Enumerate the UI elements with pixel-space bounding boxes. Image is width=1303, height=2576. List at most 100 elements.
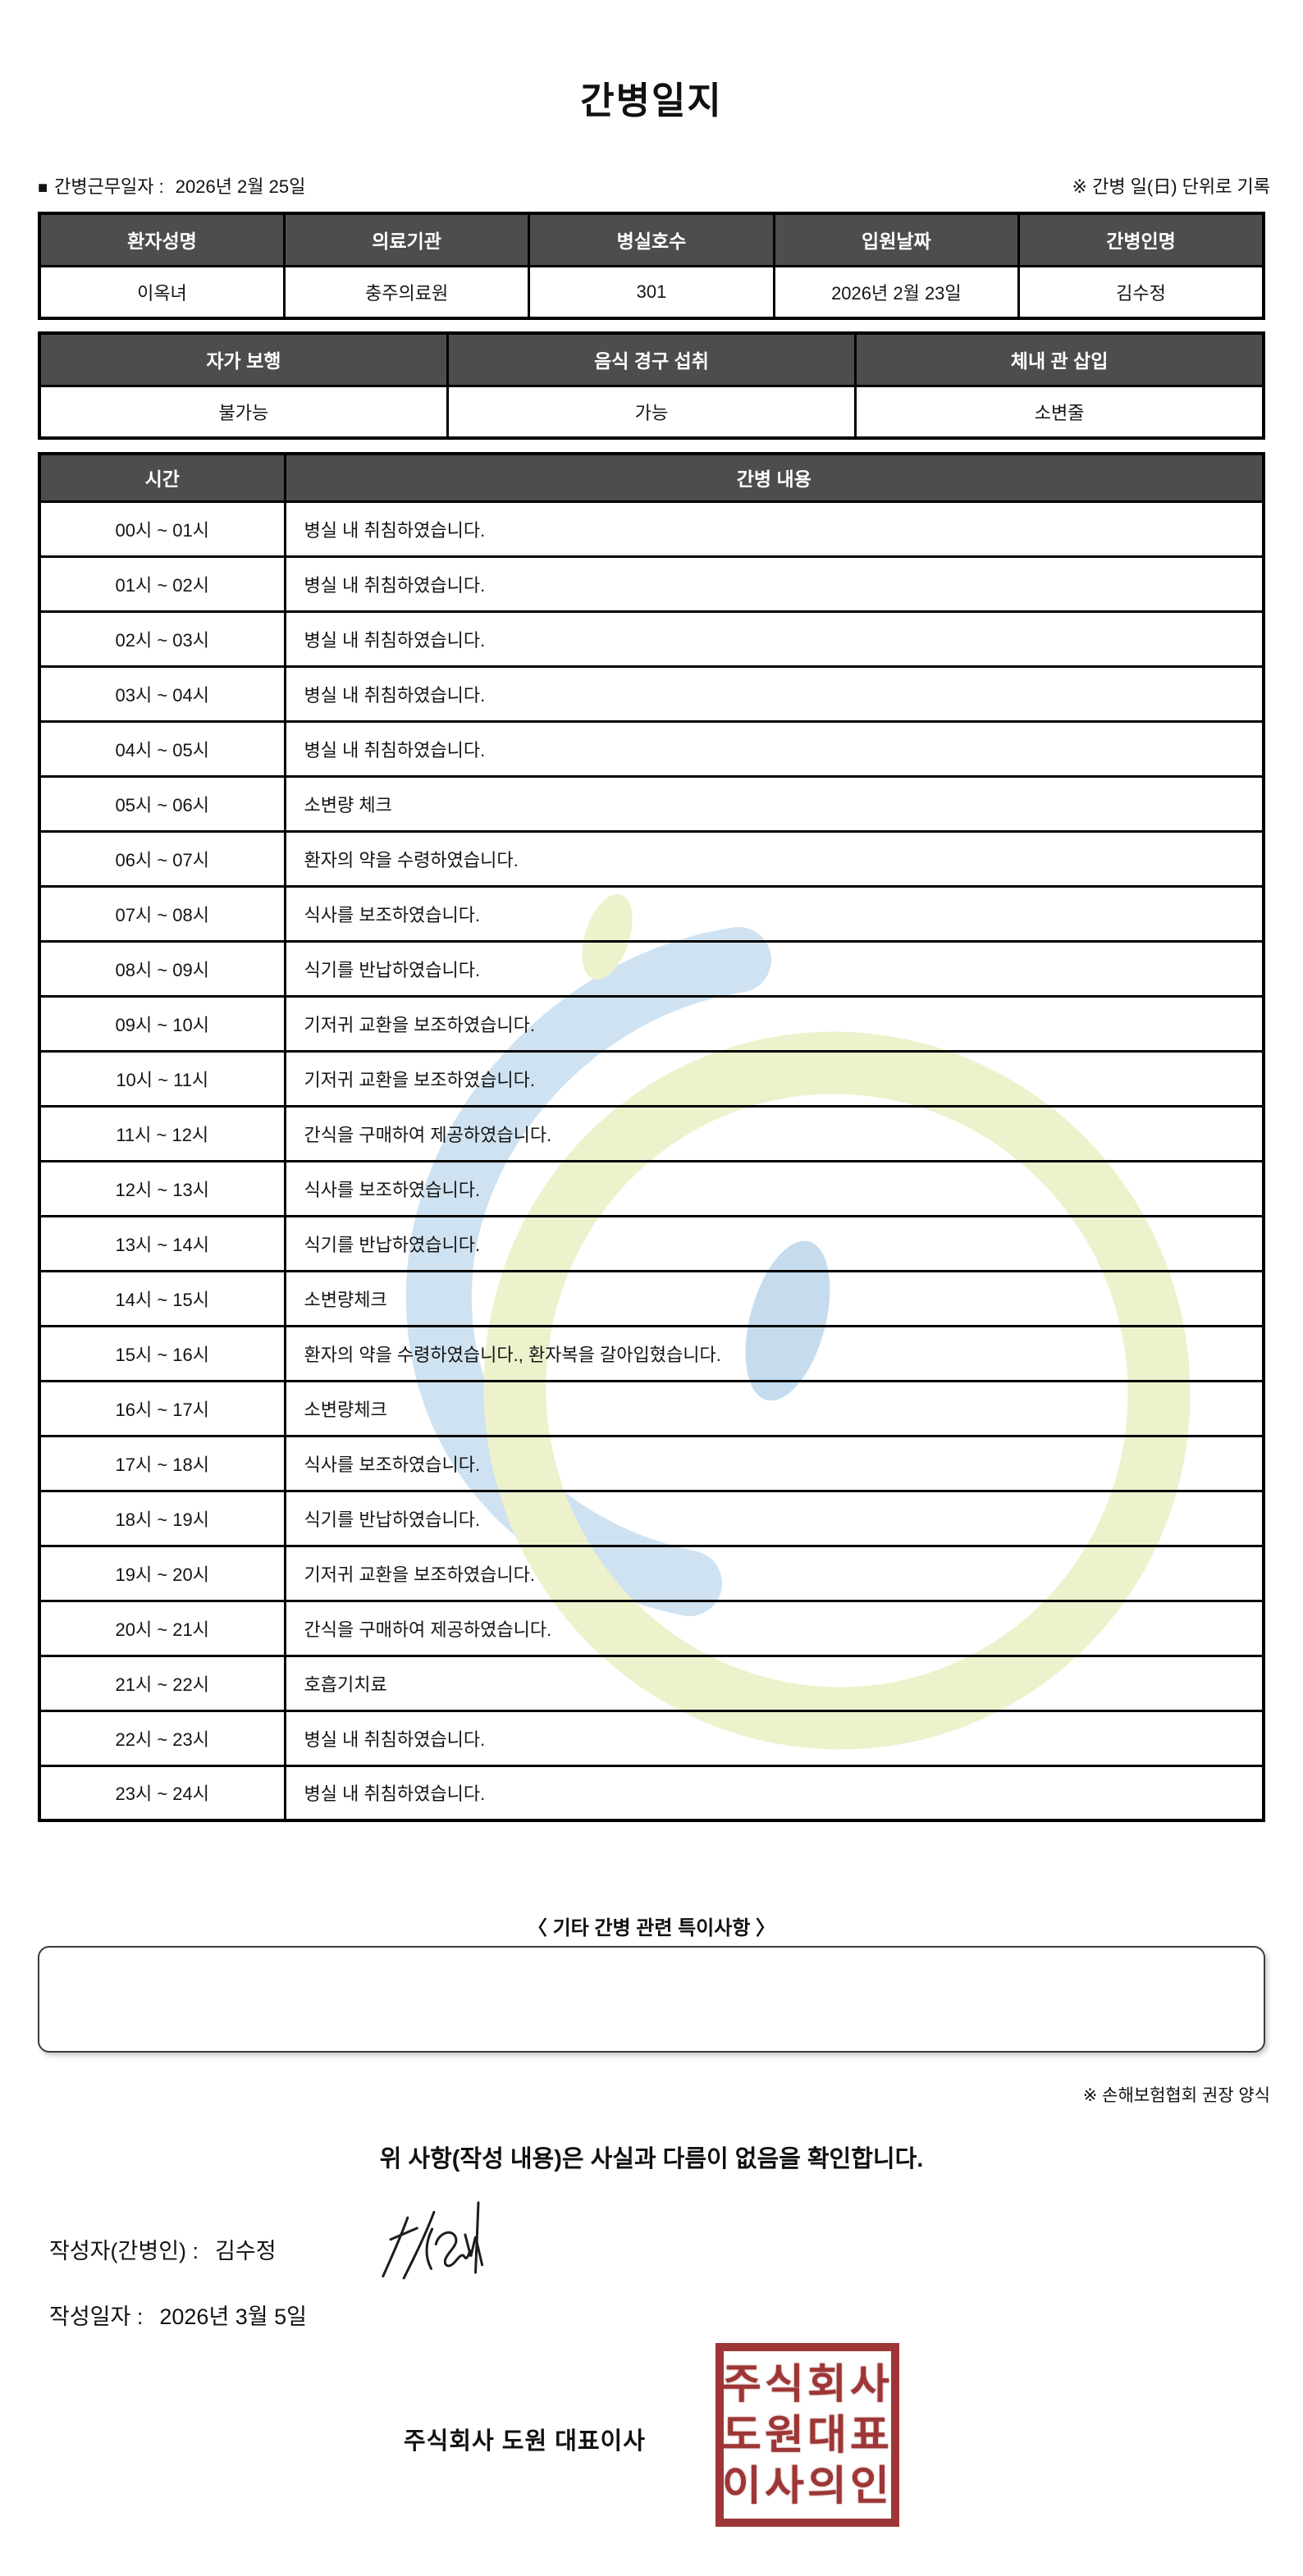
log-content-cell: 환자의 약을 수령하였습니다., 환자복을 갈아입혔습니다. xyxy=(283,1324,1265,1382)
log-row: 02시 ~ 03시 병실 내 취침하였습니다. xyxy=(38,610,1265,668)
log-content-cell: 기저귀 교환을 보조하였습니다. xyxy=(283,1544,1265,1602)
work-date-value: 2026년 2월 25일 xyxy=(175,176,306,197)
info-value-cell: 충주의료원 xyxy=(282,264,531,320)
log-time-cell: 02시 ~ 03시 xyxy=(38,610,286,668)
write-date-label: 작성일자 : xyxy=(49,2304,144,2329)
log-row: 05시 ~ 06시 소변량 체크 xyxy=(38,774,1265,833)
log-content-cell: 병실 내 취침하였습니다. xyxy=(283,665,1265,723)
status-value-cell: 소변줄 xyxy=(854,384,1265,440)
info-header-cell: 입원날짜 xyxy=(772,212,1021,267)
log-time-cell: 06시 ~ 07시 xyxy=(38,829,286,888)
log-row: 07시 ~ 08시 식사를 보조하였습니다. xyxy=(38,884,1265,943)
log-time-cell: 11시 ~ 12시 xyxy=(38,1104,286,1162)
handwritten-signature xyxy=(382,2201,484,2280)
status-value-cell: 가능 xyxy=(446,384,857,440)
stamp-line-1: 주식회사 xyxy=(722,2361,893,2407)
log-time-cell: 22시 ~ 23시 xyxy=(38,1709,286,1767)
log-time-cell: 14시 ~ 15시 xyxy=(38,1269,286,1327)
log-time-cell: 03시 ~ 04시 xyxy=(38,665,286,723)
log-row: 16시 ~ 17시 소변량체크 xyxy=(38,1379,1265,1437)
work-date-label: 간병근무일자 : xyxy=(54,176,164,197)
log-content-header: 간병 내용 xyxy=(283,452,1265,503)
writer-label: 작성자(간병인) : xyxy=(49,2239,199,2263)
log-time-cell: 08시 ~ 09시 xyxy=(38,939,286,998)
log-content-cell: 병실 내 취침하였습니다. xyxy=(283,719,1265,778)
log-row: 13시 ~ 14시 식기를 반납하였습니다. xyxy=(38,1214,1265,1272)
log-time-cell: 09시 ~ 10시 xyxy=(38,994,286,1053)
info-value-cell: 이옥녀 xyxy=(38,264,286,320)
status-header-cell: 음식 경구 섭취 xyxy=(446,331,857,387)
log-row: 04시 ~ 05시 병실 내 취침하였습니다. xyxy=(38,719,1265,778)
recommended-form-note: ※ 손해보험협회 권장 양식 xyxy=(1082,2086,1270,2105)
log-time-cell: 12시 ~ 13시 xyxy=(38,1159,286,1217)
stamp-line-3: 이사의인 xyxy=(722,2463,893,2509)
info-header-cell: 의료기관 xyxy=(282,212,531,267)
log-time-header: 시간 xyxy=(38,452,286,503)
log-content-cell: 식사를 보조하였습니다. xyxy=(283,884,1265,943)
log-content-cell: 식사를 보조하였습니다. xyxy=(283,1434,1265,1492)
status-header-row: 자가 보행 음식 경구 섭취 체내 관 삽입 xyxy=(38,331,1265,387)
log-content-cell: 식기를 반납하였습니다. xyxy=(283,1489,1265,1547)
patient-status-table: 자가 보행 음식 경구 섭취 체내 관 삽입 불가능 가능 소변줄 xyxy=(38,331,1265,440)
info-value-cell: 김수정 xyxy=(1017,264,1265,320)
log-row: 12시 ~ 13시 식사를 보조하였습니다. xyxy=(38,1159,1265,1217)
log-content-cell: 병실 내 취침하였습니다. xyxy=(283,610,1265,668)
log-row: 19시 ~ 20시 기저귀 교환을 보조하였습니다. xyxy=(38,1544,1265,1602)
log-content-cell: 간식을 구매하여 제공하였습니다. xyxy=(283,1599,1265,1657)
log-row: 21시 ~ 22시 호흡기치료 xyxy=(38,1654,1265,1712)
log-time-cell: 05시 ~ 06시 xyxy=(38,774,286,833)
log-content-cell: 병실 내 취침하였습니다. xyxy=(283,500,1265,558)
log-time-cell: 00시 ~ 01시 xyxy=(38,500,286,558)
log-content-cell: 병실 내 취침하였습니다. xyxy=(283,1709,1265,1767)
log-time-cell: 23시 ~ 24시 xyxy=(38,1764,286,1822)
log-content-cell: 소변량체크 xyxy=(283,1269,1265,1327)
log-row: 09시 ~ 10시 기저귀 교환을 보조하였습니다. xyxy=(38,994,1265,1053)
log-content-cell: 소변량 체크 xyxy=(283,774,1265,833)
log-content-cell: 식기를 반납하였습니다. xyxy=(283,1214,1265,1272)
log-time-cell: 01시 ~ 02시 xyxy=(38,555,286,613)
info-value-cell: 2026년 2월 23일 xyxy=(772,264,1021,320)
status-value-row: 불가능 가능 소변줄 xyxy=(38,384,1265,440)
log-content-cell: 병실 내 취침하였습니다. xyxy=(283,555,1265,613)
log-row: 08시 ~ 09시 식기를 반납하였습니다. xyxy=(38,939,1265,998)
special-notes-title: 〈 기타 간병 관련 특이사항 〉 xyxy=(527,1917,776,1939)
log-time-cell: 18시 ~ 19시 xyxy=(38,1489,286,1547)
log-content-cell: 환자의 약을 수령하였습니다. xyxy=(283,829,1265,888)
log-time-cell: 17시 ~ 18시 xyxy=(38,1434,286,1492)
black-square-icon: ■ xyxy=(38,179,48,197)
company-ceo-line: 주식회사 도원 대표이사 xyxy=(404,2428,646,2455)
log-content-cell: 기저귀 교환을 보조하였습니다. xyxy=(283,1049,1265,1108)
log-row: 03시 ~ 04시 병실 내 취침하였습니다. xyxy=(38,665,1265,723)
info-value-cell: 301 xyxy=(528,264,775,320)
unit-note: ※ 간병 일(日) 단위로 기록 xyxy=(1072,176,1270,197)
log-row: 14시 ~ 15시 소변량체크 xyxy=(38,1269,1265,1327)
info-value-row: 이옥녀 충주의료원 301 2026년 2월 23일 김수정 xyxy=(38,264,1265,320)
log-row: 15시 ~ 16시 환자의 약을 수령하였습니다., 환자복을 갈아입혔습니다. xyxy=(38,1324,1265,1382)
log-content-cell: 호흡기치료 xyxy=(283,1654,1265,1712)
log-content-cell: 간식을 구매하여 제공하였습니다. xyxy=(283,1104,1265,1162)
write-date-line: 작성일자 : 2026년 3월 5일 xyxy=(49,2299,307,2331)
page-title: 간병일지 xyxy=(580,80,723,121)
status-value-cell: 불가능 xyxy=(38,384,449,440)
special-notes-box[interactable] xyxy=(38,1946,1265,2053)
info-header-cell: 환자성명 xyxy=(38,212,286,267)
log-row: 23시 ~ 24시 병실 내 취침하였습니다. xyxy=(38,1764,1265,1822)
confirmation-statement: 위 사항(작성 내용)은 사실과 다름이 없음을 확인합니다. xyxy=(379,2146,924,2172)
log-time-cell: 13시 ~ 14시 xyxy=(38,1214,286,1272)
work-date-line: ■ 간병근무일자 : 2026년 2월 25일 xyxy=(38,172,305,199)
info-header-cell: 병실호수 xyxy=(528,212,775,267)
log-time-cell: 20시 ~ 21시 xyxy=(38,1599,286,1657)
status-header-cell: 체내 관 삽입 xyxy=(854,331,1265,387)
info-header-cell: 간병인명 xyxy=(1017,212,1265,267)
log-content-cell: 병실 내 취침하였습니다. xyxy=(283,1764,1265,1822)
patient-info-table: 환자성명 의료기관 병실호수 입원날짜 간병인명 이옥녀 충주의료원 301 2026년 2월… xyxy=(38,212,1265,320)
log-content-cell: 식사를 보조하였습니다. xyxy=(283,1159,1265,1217)
writer-name: 김수정 xyxy=(215,2239,277,2263)
log-row: 20시 ~ 21시 간식을 구매하여 제공하였습니다. xyxy=(38,1599,1265,1657)
stamp-line-2: 도원대표 xyxy=(722,2412,893,2458)
write-date-value: 2026년 3월 5일 xyxy=(159,2304,307,2329)
care-log-table: 시간 간병 내용 00시 ~ 01시 병실 내 취침하였습니다. 01시 ~ 0… xyxy=(38,452,1265,1822)
log-row: 22시 ~ 23시 병실 내 취침하였습니다. xyxy=(38,1709,1265,1767)
log-content-cell: 기저귀 교환을 보조하였습니다. xyxy=(283,994,1265,1053)
